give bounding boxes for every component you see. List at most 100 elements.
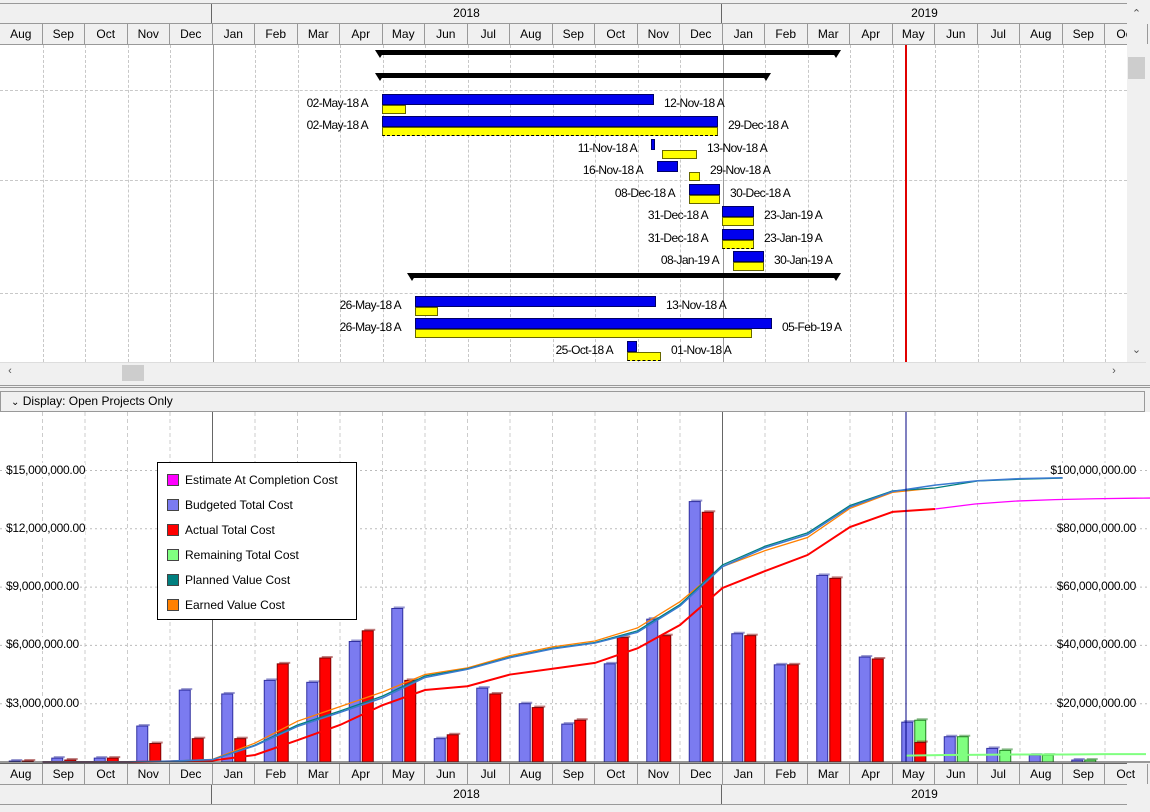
- budgeted-bar-top: [903, 720, 915, 723]
- month-label: Nov: [128, 24, 170, 44]
- wbs-summary-bar[interactable]: [375, 50, 841, 58]
- actual-bar: [786, 664, 799, 763]
- actual-bar-top: [236, 736, 248, 739]
- actual-bar: [149, 743, 162, 763]
- display-filter-bar[interactable]: ⌄ Display: Open Projects Only: [0, 391, 1145, 412]
- gridline: [637, 45, 639, 362]
- left-axis-tick: $9,000,000.00: [6, 579, 79, 594]
- data-date-line: [905, 45, 907, 362]
- month-label: Aug: [1020, 764, 1063, 784]
- legend-swatch: [167, 474, 179, 486]
- activity-bar[interactable]: [722, 206, 754, 217]
- activity-bar[interactable]: [415, 296, 656, 307]
- month-label: Jan: [723, 764, 765, 784]
- legend-swatch: [167, 549, 179, 561]
- baseline-bar[interactable]: [689, 172, 700, 181]
- scroll-up-icon[interactable]: ⌃: [1131, 8, 1142, 20]
- month-label: Sep: [1063, 24, 1105, 44]
- activity-bar[interactable]: [382, 116, 718, 127]
- activity-bar[interactable]: [382, 94, 654, 105]
- budgeted-bar-top: [733, 631, 745, 634]
- actual-bar: [701, 511, 714, 763]
- month-label: Jul: [978, 24, 1020, 44]
- scroll-right-icon[interactable]: ›: [1112, 365, 1116, 377]
- finish-date-label: 30-Dec-18 A: [730, 186, 791, 200]
- start-date-label: 31-Dec-18 A: [647, 231, 709, 245]
- baseline-bar[interactable]: [722, 240, 754, 249]
- actual-bar: [871, 658, 884, 763]
- month-label: May: [893, 764, 935, 784]
- remaining-bar-top: [1086, 758, 1098, 761]
- start-date-label: 02-May-18 A: [306, 118, 369, 132]
- budgeted-bar-top: [223, 691, 235, 694]
- month-label: Mar: [808, 764, 850, 784]
- baseline-bar[interactable]: [662, 150, 697, 159]
- month-label: Jan: [723, 24, 765, 44]
- activity-bar[interactable]: [722, 229, 754, 240]
- gridline: [850, 45, 851, 362]
- gantt-chart[interactable]: 02-May-18 A 12-Nov-18 A 02-May-18 A 29-Dec-…: [0, 45, 1127, 362]
- budgeted-bar: [391, 607, 404, 763]
- month-label: Aug: [1020, 24, 1063, 44]
- actual-bar-top: [491, 691, 503, 694]
- baseline-bar[interactable]: [627, 352, 661, 361]
- actual-bar-top: [194, 736, 206, 739]
- activity-bar[interactable]: [627, 341, 637, 352]
- activity-bar[interactable]: [415, 318, 772, 329]
- month-label: Jun: [425, 24, 468, 44]
- activity-bar[interactable]: [657, 161, 678, 172]
- right-axis-tick: $100,000,000.00: [1050, 462, 1136, 477]
- baseline-bar[interactable]: [382, 127, 718, 136]
- actual-bar-top: [151, 741, 163, 744]
- baseline-bar[interactable]: [689, 195, 720, 204]
- budgeted-bar-top: [563, 722, 575, 725]
- baseline-bar[interactable]: [722, 217, 754, 226]
- actual-bar: [446, 734, 459, 763]
- wbs-summary-bar[interactable]: [407, 273, 841, 281]
- month-label: Oct: [595, 24, 638, 44]
- actual-bar-top: [279, 661, 291, 664]
- budgeted-bar-top: [181, 688, 193, 691]
- budgeted-bar-top: [776, 662, 788, 665]
- gridline: [467, 45, 469, 362]
- start-date-label: 26-May-18 A: [339, 298, 402, 312]
- scroll-thumb[interactable]: [1128, 57, 1145, 79]
- splitter[interactable]: [0, 385, 1150, 388]
- year-label: 2018: [212, 4, 722, 23]
- right-axis-tick: $80,000,000.00: [1056, 520, 1136, 535]
- gridline: [892, 45, 894, 362]
- left-axis-tick: $3,000,000.00: [6, 695, 79, 710]
- month-label: Aug: [0, 24, 43, 44]
- baseline-bar[interactable]: [415, 307, 438, 316]
- baseline-bar[interactable]: [733, 262, 764, 271]
- left-axis-tick: $12,000,000.00: [6, 520, 86, 535]
- scroll-thumb-horizontal[interactable]: [122, 365, 144, 381]
- actual-bar: [191, 738, 204, 763]
- budgeted-bar: [858, 656, 871, 763]
- gantt-horizontal-scrollbar[interactable]: ‹ ›: [0, 362, 1146, 382]
- month-label: Aug: [510, 24, 553, 44]
- start-date-label: 08-Jan-19 A: [660, 253, 720, 267]
- activity-bar[interactable]: [689, 184, 720, 195]
- budgeted-bar: [688, 501, 701, 763]
- actual-bar-top: [109, 756, 121, 759]
- budgeted-bar-top: [393, 606, 405, 609]
- baseline-bar[interactable]: [382, 105, 406, 114]
- finish-date-label: 29-Dec-18 A: [728, 118, 789, 132]
- actual-bar-top: [66, 758, 78, 761]
- actual-bar-top: [619, 635, 631, 638]
- month-label: May: [383, 764, 425, 784]
- actual-bar-top: [534, 705, 546, 708]
- scroll-left-icon[interactable]: ‹: [8, 365, 12, 377]
- actual-bar: [914, 742, 927, 763]
- baseline-bar[interactable]: [415, 329, 752, 338]
- gridline: [722, 45, 724, 362]
- gantt-vertical-scrollbar[interactable]: ⌃ ⌄: [1127, 3, 1146, 362]
- actual-bar-top: [364, 628, 376, 631]
- chart-legend: Estimate At Completion Cost Budgeted Tota…: [157, 462, 357, 620]
- activity-bar[interactable]: [733, 251, 764, 262]
- wbs-summary-bar[interactable]: [375, 73, 771, 81]
- scroll-down-icon[interactable]: ⌄: [1131, 344, 1142, 356]
- start-date-label: 02-May-18 A: [306, 96, 369, 110]
- activity-bar[interactable]: [651, 139, 655, 150]
